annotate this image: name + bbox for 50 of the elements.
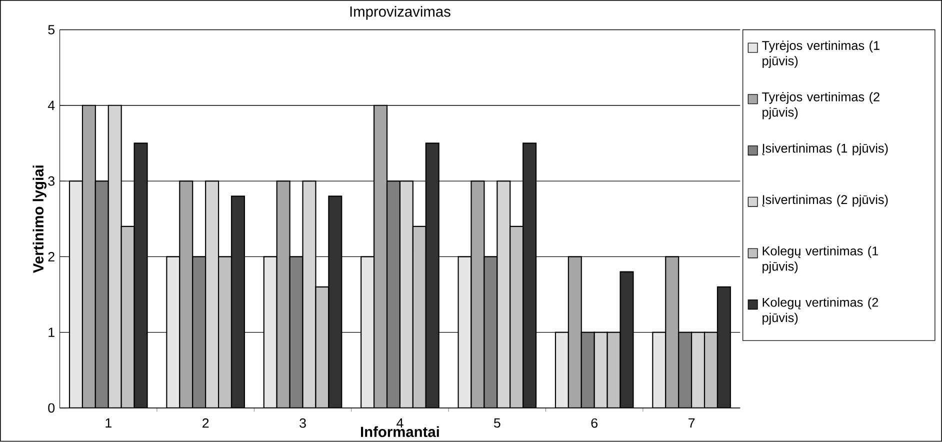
bar [230,196,245,408]
y-tick-label: 5 [48,25,55,35]
bar [386,180,400,408]
bar [276,180,290,408]
x-tick-label: 4 [396,418,404,428]
bar [716,286,731,408]
bar [120,226,135,408]
bar [665,256,680,408]
bar [374,104,388,408]
bar [704,332,718,408]
bar [510,226,524,408]
x-tick-label: 2 [202,418,209,428]
bar [166,256,180,408]
bar [580,332,595,408]
x-axis-title: Informantai [360,426,439,438]
legend-label: Įsivertinimas (2 pjūvis) [762,194,888,207]
y-tick-label: 1 [48,328,54,338]
bar [179,180,194,408]
bar [263,256,278,408]
bar [68,180,83,408]
bar [94,180,109,408]
bar [328,196,342,408]
bar [522,142,537,408]
bar [554,332,569,408]
bar [425,142,440,408]
legend-label: Kolegų vertinimas (2 pjūvis) [762,298,878,325]
bar [218,256,232,408]
bar [568,256,582,408]
legend-label: Kolegų vertinimas (1 pjūvis) [762,246,878,274]
bar [82,104,96,408]
chart-title: Improvizavimas [350,6,450,20]
x-tick-label: 6 [591,418,598,428]
legend-label: Įsivertinimas (1 pjūvis) [762,144,888,156]
bar [484,256,498,408]
y-tick-label: 3 [48,176,54,186]
bar [192,256,206,408]
bar [360,256,375,408]
x-tick-label: 5 [494,418,500,428]
bar [652,332,666,408]
y-tick-label: 4 [48,100,55,110]
x-tick-label: 7 [688,418,695,428]
x-tick-label: 1 [106,418,112,428]
y-tick-label: 0 [48,403,55,413]
y-axis-title: Vertinimo lygiai [32,166,46,274]
legend-label: Tyrėjos vertinimas (1 pjūvis) [762,40,880,68]
bar [412,226,426,408]
x-tick-label: 3 [300,418,306,428]
y-tick-label: 2 [48,252,54,262]
bar [678,332,692,408]
legend-label: Tyrėjos vertinimas (2 pjūvis) [762,92,880,120]
